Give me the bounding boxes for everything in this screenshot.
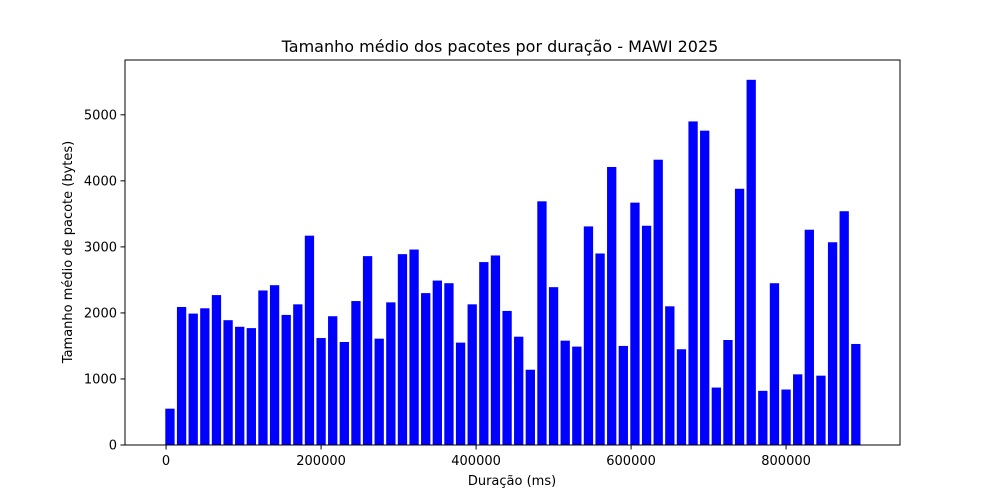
bar (514, 336, 524, 445)
bar (769, 283, 780, 445)
y-axis: 0 1000 2000 3000 4000 5000 (84, 108, 125, 454)
bar (467, 304, 477, 445)
bar (165, 408, 175, 445)
bar (851, 343, 861, 445)
bar (200, 308, 210, 445)
bar (688, 121, 698, 446)
y-axis-label: Tamanho médio de pacote (bytes) (61, 141, 76, 364)
bar (525, 369, 535, 445)
bar (293, 304, 303, 445)
bar (421, 293, 431, 445)
y-tick-label: 3000 (84, 240, 117, 255)
bar (351, 301, 361, 445)
bar (618, 345, 628, 445)
bar (723, 340, 733, 445)
x-tick-label: 200000 (296, 454, 346, 469)
bar (595, 253, 605, 445)
bar (258, 290, 268, 445)
bar (734, 188, 745, 445)
bar (816, 375, 826, 445)
x-tick-label: 400000 (451, 454, 501, 469)
bar (793, 374, 803, 445)
y-tick-label: 2000 (84, 306, 117, 321)
bar (269, 285, 280, 445)
bars-group (165, 79, 861, 446)
bar (839, 211, 849, 445)
bar (583, 226, 594, 445)
bar (444, 283, 454, 445)
bar (188, 313, 198, 445)
bar (781, 389, 791, 445)
x-tick-label: 600000 (606, 454, 656, 469)
bar (455, 342, 466, 445)
y-tick-label: 0 (109, 439, 117, 454)
bar (397, 254, 408, 445)
bar (235, 326, 245, 445)
bar (746, 79, 756, 445)
bar (676, 349, 687, 445)
bar (700, 130, 710, 445)
bar (211, 295, 222, 445)
bar (502, 310, 512, 445)
bar (339, 341, 349, 445)
bar (665, 306, 675, 445)
bar (176, 306, 187, 445)
bar (641, 225, 652, 445)
bar (432, 280, 442, 445)
bar (281, 314, 291, 445)
bar (630, 202, 640, 445)
bar (479, 262, 489, 445)
bar (316, 338, 326, 445)
x-tick-label: 800000 (761, 454, 811, 469)
bar (328, 316, 338, 445)
x-axis-label: Duração (ms) (468, 474, 556, 489)
bar (362, 256, 373, 445)
y-tick-label: 1000 (84, 372, 117, 387)
bar (572, 346, 582, 445)
y-tick-label: 4000 (84, 174, 117, 189)
plot-frame (124, 59, 901, 446)
bar (490, 255, 501, 445)
bar (560, 340, 570, 445)
bar (653, 159, 663, 445)
x-tick-label: 0 (162, 454, 170, 469)
bar (711, 387, 721, 445)
bar (758, 390, 768, 445)
x-axis: 0 200000 400000 600000 800000 (162, 445, 811, 469)
bar (607, 166, 617, 446)
chart-title: Tamanho médio dos pacotes por duração - … (281, 37, 719, 56)
y-tick-label: 5000 (84, 108, 117, 123)
bar (804, 229, 814, 445)
bar (304, 235, 315, 445)
bar (409, 249, 419, 445)
bar (223, 320, 233, 445)
bar (827, 242, 838, 445)
bar (246, 328, 256, 445)
bar (386, 302, 396, 445)
bar (548, 287, 559, 445)
bar (537, 201, 547, 445)
bar (374, 338, 384, 445)
